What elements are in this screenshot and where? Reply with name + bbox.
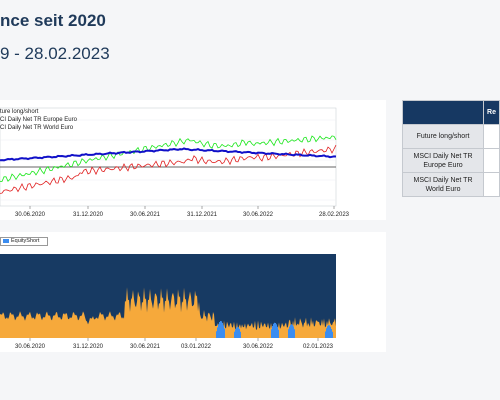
x-tick-label: 02.01.2023 <box>303 344 334 350</box>
x-tick-label: 03.01.2022 <box>181 344 212 350</box>
future-long-short-line <box>0 147 337 162</box>
x-tick-label: 30.06.2022 <box>243 344 274 350</box>
x-tick-label: 30.06.2020 <box>15 212 46 218</box>
table-header-results: Re <box>483 100 500 125</box>
results-table: Re Future long/short MSCI Daily Net TR E… <box>401 100 500 197</box>
row-label-europe: MSCI Daily Net TR Europe Euro <box>401 148 485 173</box>
table-header-blank <box>401 100 485 125</box>
short-legend: EquityShort <box>0 237 48 246</box>
short-swatch <box>3 238 9 243</box>
x-tick-label: 30.06.2022 <box>243 212 274 218</box>
row-label-world: MSCI Daily Net TR World Euro <box>401 172 485 197</box>
equity-long-area <box>0 287 336 338</box>
performance-chart: 30.06.2020 31.12.2020 30.06.2021 31.12.2021… <box>0 107 350 218</box>
performance-chart-panel: 30.06.2020 31.12.2020 30.06.2021 31.12.2021… <box>0 100 386 220</box>
x-tick-label: 31.12.2020 <box>73 212 104 218</box>
x-tick-label: 31.12.2021 <box>187 212 218 218</box>
legend-item-future: ture long/short <box>0 109 39 115</box>
legend-item-world: CI Daily Net TR World Euro <box>0 125 74 131</box>
table-row: Future long/short <box>401 124 500 149</box>
page-title: nce seit 2020 <box>0 11 106 30</box>
x-tick-label: 28.02.2023 <box>319 212 350 218</box>
page-subtitle: 9 - 28.02.2023 <box>0 44 110 63</box>
equity-short-area <box>216 321 333 338</box>
table-row: MSCI Daily Net TR World Euro <box>401 172 500 197</box>
row-value <box>483 148 500 173</box>
x-tick-label: 30.06.2021 <box>130 344 161 350</box>
table-header-row: Re <box>401 100 500 125</box>
msci-world-line <box>0 135 337 182</box>
short-legend-label: EquityShort <box>11 238 40 244</box>
legend-item-europe: CI Daily Net TR Europe Euro <box>0 117 77 123</box>
table-row: MSCI Daily Net TR Europe Euro <box>401 148 500 173</box>
row-value <box>483 172 500 197</box>
x-tick-label: 30.06.2020 <box>15 344 46 350</box>
row-label-future: Future long/short <box>401 124 485 149</box>
exposure-chart: 30.06.2020 31.12.2020 30.06.2021 03.01.2022… <box>0 254 336 350</box>
exposure-chart-panel: 30.06.2020 31.12.2020 30.06.2021 03.01.2022… <box>0 232 386 352</box>
chart-legend: ture long/short CI Daily Net TR Europe E… <box>0 108 77 132</box>
x-tick-label: 31.12.2020 <box>73 344 104 350</box>
row-value <box>483 124 500 149</box>
x-tick-label: 30.06.2021 <box>130 212 161 218</box>
